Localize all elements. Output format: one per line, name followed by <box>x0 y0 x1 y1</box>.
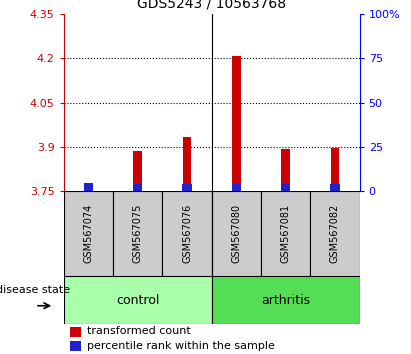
Bar <box>330 148 339 191</box>
Text: GSM567076: GSM567076 <box>182 204 192 263</box>
Bar <box>261 191 310 276</box>
Bar <box>281 149 290 191</box>
Bar <box>162 191 212 276</box>
Bar <box>69 327 81 337</box>
Text: GSM567074: GSM567074 <box>83 204 93 263</box>
Bar <box>232 56 241 191</box>
Text: control: control <box>116 293 159 307</box>
Text: disease state: disease state <box>0 285 70 295</box>
Bar <box>69 341 81 351</box>
Title: GDS5243 / 10563768: GDS5243 / 10563768 <box>137 0 286 10</box>
Text: GSM567081: GSM567081 <box>281 204 291 263</box>
Bar <box>133 151 142 191</box>
Bar <box>212 276 360 324</box>
Text: GSM567082: GSM567082 <box>330 204 340 263</box>
Text: percentile rank within the sample: percentile rank within the sample <box>88 341 275 351</box>
Text: GSM567075: GSM567075 <box>133 204 143 263</box>
Bar <box>84 188 93 191</box>
Text: transformed count: transformed count <box>88 326 191 336</box>
Bar <box>84 183 93 191</box>
Bar <box>310 191 360 276</box>
Bar <box>182 137 192 191</box>
Bar <box>64 276 212 324</box>
Bar <box>113 191 162 276</box>
Bar <box>212 191 261 276</box>
Text: GSM567080: GSM567080 <box>231 204 241 263</box>
Bar <box>133 184 142 191</box>
Text: arthritis: arthritis <box>261 293 310 307</box>
Bar <box>64 191 113 276</box>
Bar <box>232 184 241 191</box>
Bar <box>281 184 290 191</box>
Bar <box>330 184 339 191</box>
Bar <box>182 184 192 191</box>
